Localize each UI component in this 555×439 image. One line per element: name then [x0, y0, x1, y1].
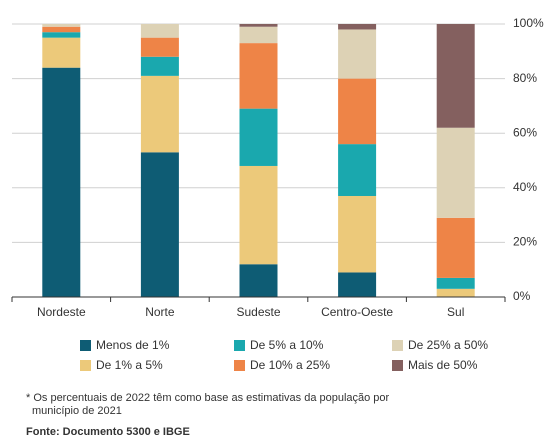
legend-label: De 5% a 10%: [250, 338, 324, 352]
bar-segment: [140, 152, 179, 297]
legend-label: De 25% a 50%: [408, 338, 488, 352]
footnote: * Os percentuais de 2022 têm como base a…: [26, 392, 390, 404]
bar-segment: [436, 127, 475, 218]
bar-segment: [140, 37, 179, 57]
bar-segment: [436, 217, 475, 278]
bar-segment: [239, 108, 278, 166]
legend-label: Menos de 1%: [96, 338, 170, 352]
y-tick-label: 20%: [513, 235, 537, 249]
y-tick-label: 60%: [513, 125, 537, 139]
bar-segment: [140, 24, 179, 38]
bar-segment: [42, 32, 81, 38]
legend-swatch: [80, 340, 91, 351]
legend-label: De 10% a 25%: [250, 358, 330, 372]
legend-swatch: [392, 360, 403, 371]
bar-segment: [338, 24, 377, 30]
x-tick-label: Sudeste: [236, 305, 280, 319]
x-tick-label: Norte: [145, 305, 175, 319]
bar-segment: [436, 24, 475, 128]
legend-swatch: [234, 340, 245, 351]
y-tick-label: 0%: [513, 289, 531, 303]
legend-label: De 1% a 5%: [96, 358, 163, 372]
bar-segment: [436, 277, 475, 289]
bar-segment: [239, 264, 278, 297]
bar-segment: [338, 144, 377, 196]
bar-segment: [239, 43, 278, 109]
legend-swatch: [392, 340, 403, 351]
source: Fonte: Documento 5300 e IBGE: [26, 426, 190, 438]
bar-segment: [338, 195, 377, 273]
bar-segment: [140, 56, 179, 76]
x-tick-label: Nordeste: [37, 305, 86, 319]
legend-swatch: [234, 360, 245, 371]
bar-segment: [42, 26, 81, 33]
bar-segment: [436, 288, 475, 297]
footnote: município de 2021: [32, 405, 122, 417]
bar-segment: [42, 67, 81, 298]
bar-segment: [338, 78, 377, 145]
bar-segment: [338, 29, 377, 79]
bar-segment: [140, 75, 179, 153]
bar-segment: [42, 24, 81, 27]
y-tick-label: 100%: [513, 16, 544, 30]
bar-segment: [239, 165, 278, 265]
legend-label: Mais de 50%: [408, 358, 478, 372]
y-tick-label: 80%: [513, 71, 537, 85]
bar-segment: [239, 26, 278, 44]
bar-segment: [42, 37, 81, 68]
legend-swatch: [80, 360, 91, 371]
bar-segment: [338, 272, 377, 297]
x-tick-label: Centro-Oeste: [321, 305, 393, 319]
x-tick-label: Sul: [447, 305, 464, 319]
bar-segment: [239, 24, 278, 27]
y-tick-label: 40%: [513, 180, 537, 194]
